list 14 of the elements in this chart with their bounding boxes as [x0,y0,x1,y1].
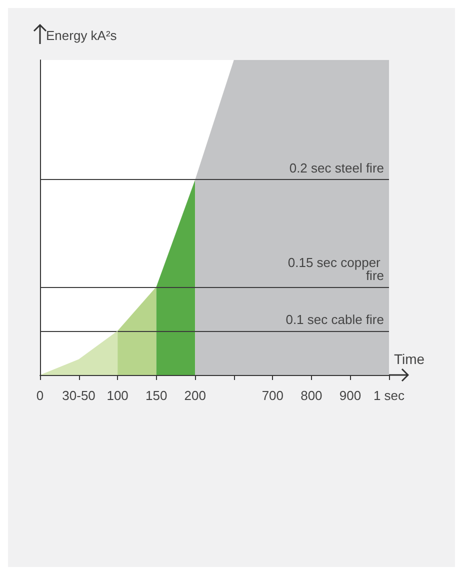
x-axis-title: Time [394,351,425,367]
x-tick-label: 0 [36,388,44,403]
x-tick-label: 30-50 [62,388,96,403]
x-tick-label: 100 [106,388,128,403]
y-axis-title: Energy kA²s [46,28,118,43]
ref-line-label: 0.2 sec steel fire [289,160,384,176]
ref-line-label: 0.1 sec cable fire [286,312,384,327]
x-tick-label: 1 sec [373,388,406,403]
x-tick-label: 200 [184,388,206,403]
ref-line-label: 0.15 sec copper fire [288,254,384,283]
x-tick-label: 900 [339,388,362,403]
x-tick-label: 800 [300,388,322,403]
x-tick-label: 150 [145,388,168,403]
x-tick-label: 700 [262,388,284,403]
